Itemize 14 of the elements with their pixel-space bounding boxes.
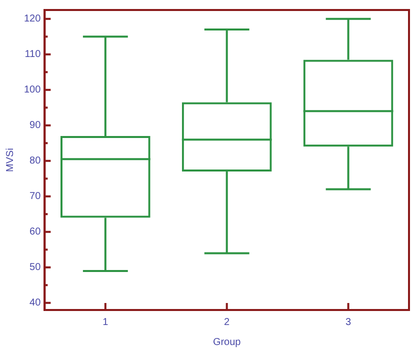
y-tick-label: 90	[30, 120, 42, 132]
y-tick-label: 100	[24, 84, 42, 96]
y-tick-label: 70	[30, 191, 42, 202]
y-tick-label: 120	[24, 14, 42, 25]
x-axis-title: Group	[212, 336, 242, 348]
y-tick-label: 110	[24, 49, 42, 60]
y-tick-label: 50	[30, 262, 42, 274]
x-tick-label: 2	[224, 316, 230, 328]
x-tick-label: 3	[346, 316, 352, 328]
y-axis-title: MVSi	[4, 148, 16, 172]
y-tick-label: 80	[30, 156, 42, 167]
y-tick-label: 60	[30, 226, 42, 238]
x-tick-label: 1	[102, 316, 109, 328]
y-tick-label: 40	[30, 298, 42, 309]
